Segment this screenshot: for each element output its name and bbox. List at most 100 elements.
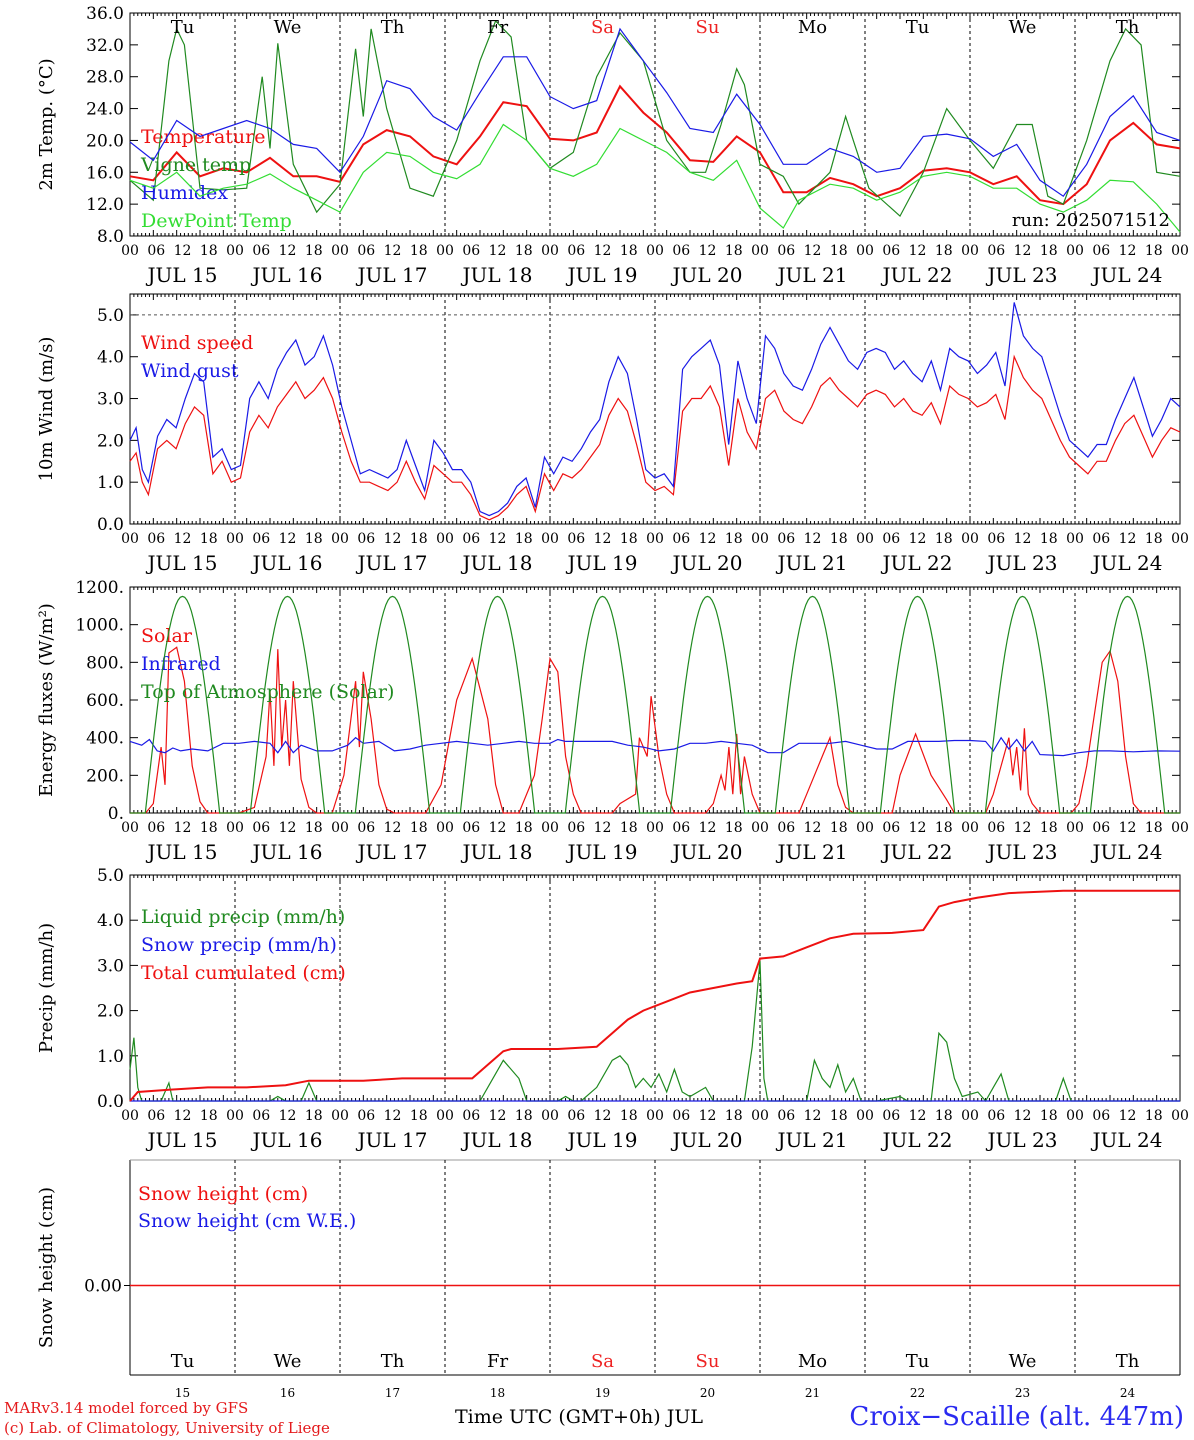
y-tick-label: 20.0 bbox=[86, 131, 124, 151]
y-tick-label: 16.0 bbox=[86, 163, 124, 183]
date-label: JUL 22 bbox=[881, 1128, 953, 1152]
hour-tick-label: 06 bbox=[462, 1108, 480, 1124]
hour-tick-label: 06 bbox=[1092, 1108, 1110, 1124]
hour-tick-label: 00 bbox=[436, 1108, 454, 1124]
date-label: JUL 24 bbox=[1091, 840, 1163, 864]
hour-tick-label: 00 bbox=[1066, 243, 1084, 259]
hour-tick-label: 06 bbox=[462, 531, 480, 547]
hour-tick-label: 12 bbox=[699, 243, 717, 259]
day-number-label: 17 bbox=[385, 1386, 400, 1400]
hour-tick-label: 00 bbox=[751, 1108, 769, 1124]
hour-tick-label: 12 bbox=[489, 820, 507, 836]
hour-tick-label: 06 bbox=[882, 243, 900, 259]
hour-tick-label: 06 bbox=[672, 243, 690, 259]
hour-tick-label: 18 bbox=[305, 243, 323, 259]
hour-tick-label: 00 bbox=[226, 531, 244, 547]
legend-entry: Snow height (cm) bbox=[138, 1183, 308, 1205]
hour-tick-label: 18 bbox=[200, 243, 218, 259]
wind-panel: 0.0 1.0 2.0 3.0 4.0 5.0 10m Wind (m/s) Wind spe… bbox=[36, 293, 1189, 575]
date-label: JUL 22 bbox=[881, 263, 953, 287]
hour-tick-label: 06 bbox=[357, 243, 375, 259]
y-tick-label: 24.0 bbox=[86, 100, 124, 120]
hour-tick-label: 00 bbox=[856, 1108, 874, 1124]
hour-tick-label: 18 bbox=[725, 1108, 743, 1124]
hour-tick-label: 18 bbox=[725, 820, 743, 836]
hour-tick-label: 00 bbox=[331, 531, 349, 547]
hour-tick-label: 12 bbox=[174, 531, 192, 547]
hour-tick-label: 06 bbox=[462, 820, 480, 836]
legend-entry: Total cumulated (cm) bbox=[141, 962, 346, 984]
y-tick-label: 2.0 bbox=[97, 1002, 124, 1022]
hour-tick-label: 18 bbox=[515, 820, 533, 836]
y-tick-label: 12.0 bbox=[86, 195, 124, 215]
hour-tick-label: 00 bbox=[1171, 820, 1189, 836]
hour-tick-label: 12 bbox=[909, 243, 927, 259]
legend-entry: DewPoint Temp bbox=[141, 210, 292, 232]
hour-tick-label: 00 bbox=[856, 243, 874, 259]
hour-tick-label: 06 bbox=[672, 820, 690, 836]
date-label: JUL 24 bbox=[1091, 1128, 1163, 1152]
day-name-label: Th bbox=[381, 1351, 405, 1372]
hour-tick-label: 12 bbox=[804, 1108, 822, 1124]
hour-tick-label: 18 bbox=[830, 243, 848, 259]
day-name-label: We bbox=[274, 17, 302, 38]
hour-tick-label: 06 bbox=[357, 820, 375, 836]
x-axis-title: Time UTC (GMT+0h) JUL bbox=[455, 1406, 703, 1428]
series-line bbox=[129, 736, 1181, 757]
day-number-label: 20 bbox=[700, 1386, 715, 1400]
hour-tick-label: 06 bbox=[777, 531, 795, 547]
hour-tick-label: 18 bbox=[725, 531, 743, 547]
y-axis-title: 2m Temp. (°C) bbox=[36, 58, 57, 190]
hour-tick-label: 00 bbox=[646, 1108, 664, 1124]
y-tick-label: 4.0 bbox=[97, 911, 124, 931]
hour-tick-label: 12 bbox=[909, 531, 927, 547]
hour-tick-label: 00 bbox=[541, 243, 559, 259]
hour-tick-label: 12 bbox=[279, 531, 297, 547]
hour-tick-label: 06 bbox=[567, 243, 585, 259]
day-name-label: Su bbox=[696, 1351, 720, 1372]
model-credit: MARv3.14 model forced by GFS bbox=[4, 1399, 249, 1417]
hour-tick-label: 18 bbox=[1145, 243, 1163, 259]
hour-tick-label: 12 bbox=[384, 1108, 402, 1124]
hour-tick-label: 06 bbox=[147, 243, 165, 259]
hour-tick-label: 00 bbox=[961, 243, 979, 259]
date-label: JUL 18 bbox=[461, 840, 533, 864]
y-tick-label: 8.0 bbox=[97, 227, 124, 247]
hour-tick-label: 12 bbox=[1119, 1108, 1137, 1124]
hour-tick-label: 06 bbox=[777, 243, 795, 259]
hour-tick-label: 06 bbox=[777, 1108, 795, 1124]
hour-tick-label: 18 bbox=[620, 820, 638, 836]
hour-tick-label: 06 bbox=[1092, 531, 1110, 547]
hour-tick-label: 06 bbox=[987, 1108, 1005, 1124]
hour-tick-label: 00 bbox=[226, 1108, 244, 1124]
hour-tick-label: 00 bbox=[436, 531, 454, 547]
date-label: JUL 24 bbox=[1091, 263, 1163, 287]
hour-tick-label: 12 bbox=[1119, 243, 1137, 259]
hour-tick-label: 12 bbox=[804, 531, 822, 547]
series-line bbox=[129, 960, 1180, 1103]
hour-tick-label: 00 bbox=[961, 1108, 979, 1124]
series-line bbox=[129, 27, 1181, 198]
hour-tick-label: 06 bbox=[567, 820, 585, 836]
hour-tick-label: 18 bbox=[620, 1108, 638, 1124]
day-name-label: Tu bbox=[906, 1351, 930, 1372]
hour-tick-label: 12 bbox=[1014, 820, 1032, 836]
day-number-label: 15 bbox=[175, 1386, 190, 1400]
hour-tick-label: 18 bbox=[200, 820, 218, 836]
y-tick-label: 0.0 bbox=[97, 515, 124, 535]
hour-tick-label: 06 bbox=[987, 820, 1005, 836]
hour-tick-label: 12 bbox=[699, 531, 717, 547]
series-line bbox=[130, 646, 1180, 814]
hour-tick-label: 18 bbox=[410, 531, 428, 547]
hour-tick-label: 12 bbox=[174, 1108, 192, 1124]
hour-tick-label: 00 bbox=[226, 243, 244, 259]
hour-tick-label: 12 bbox=[804, 820, 822, 836]
hour-tick-label: 06 bbox=[672, 531, 690, 547]
legend-entry: Infrared bbox=[141, 653, 221, 675]
hour-tick-label: 12 bbox=[384, 820, 402, 836]
y-axis-title: Energy fluxes (W/m²) bbox=[36, 603, 57, 797]
date-label: JUL 19 bbox=[566, 840, 638, 864]
hour-tick-label: 12 bbox=[1119, 820, 1137, 836]
hour-tick-label: 00 bbox=[1171, 1108, 1189, 1124]
